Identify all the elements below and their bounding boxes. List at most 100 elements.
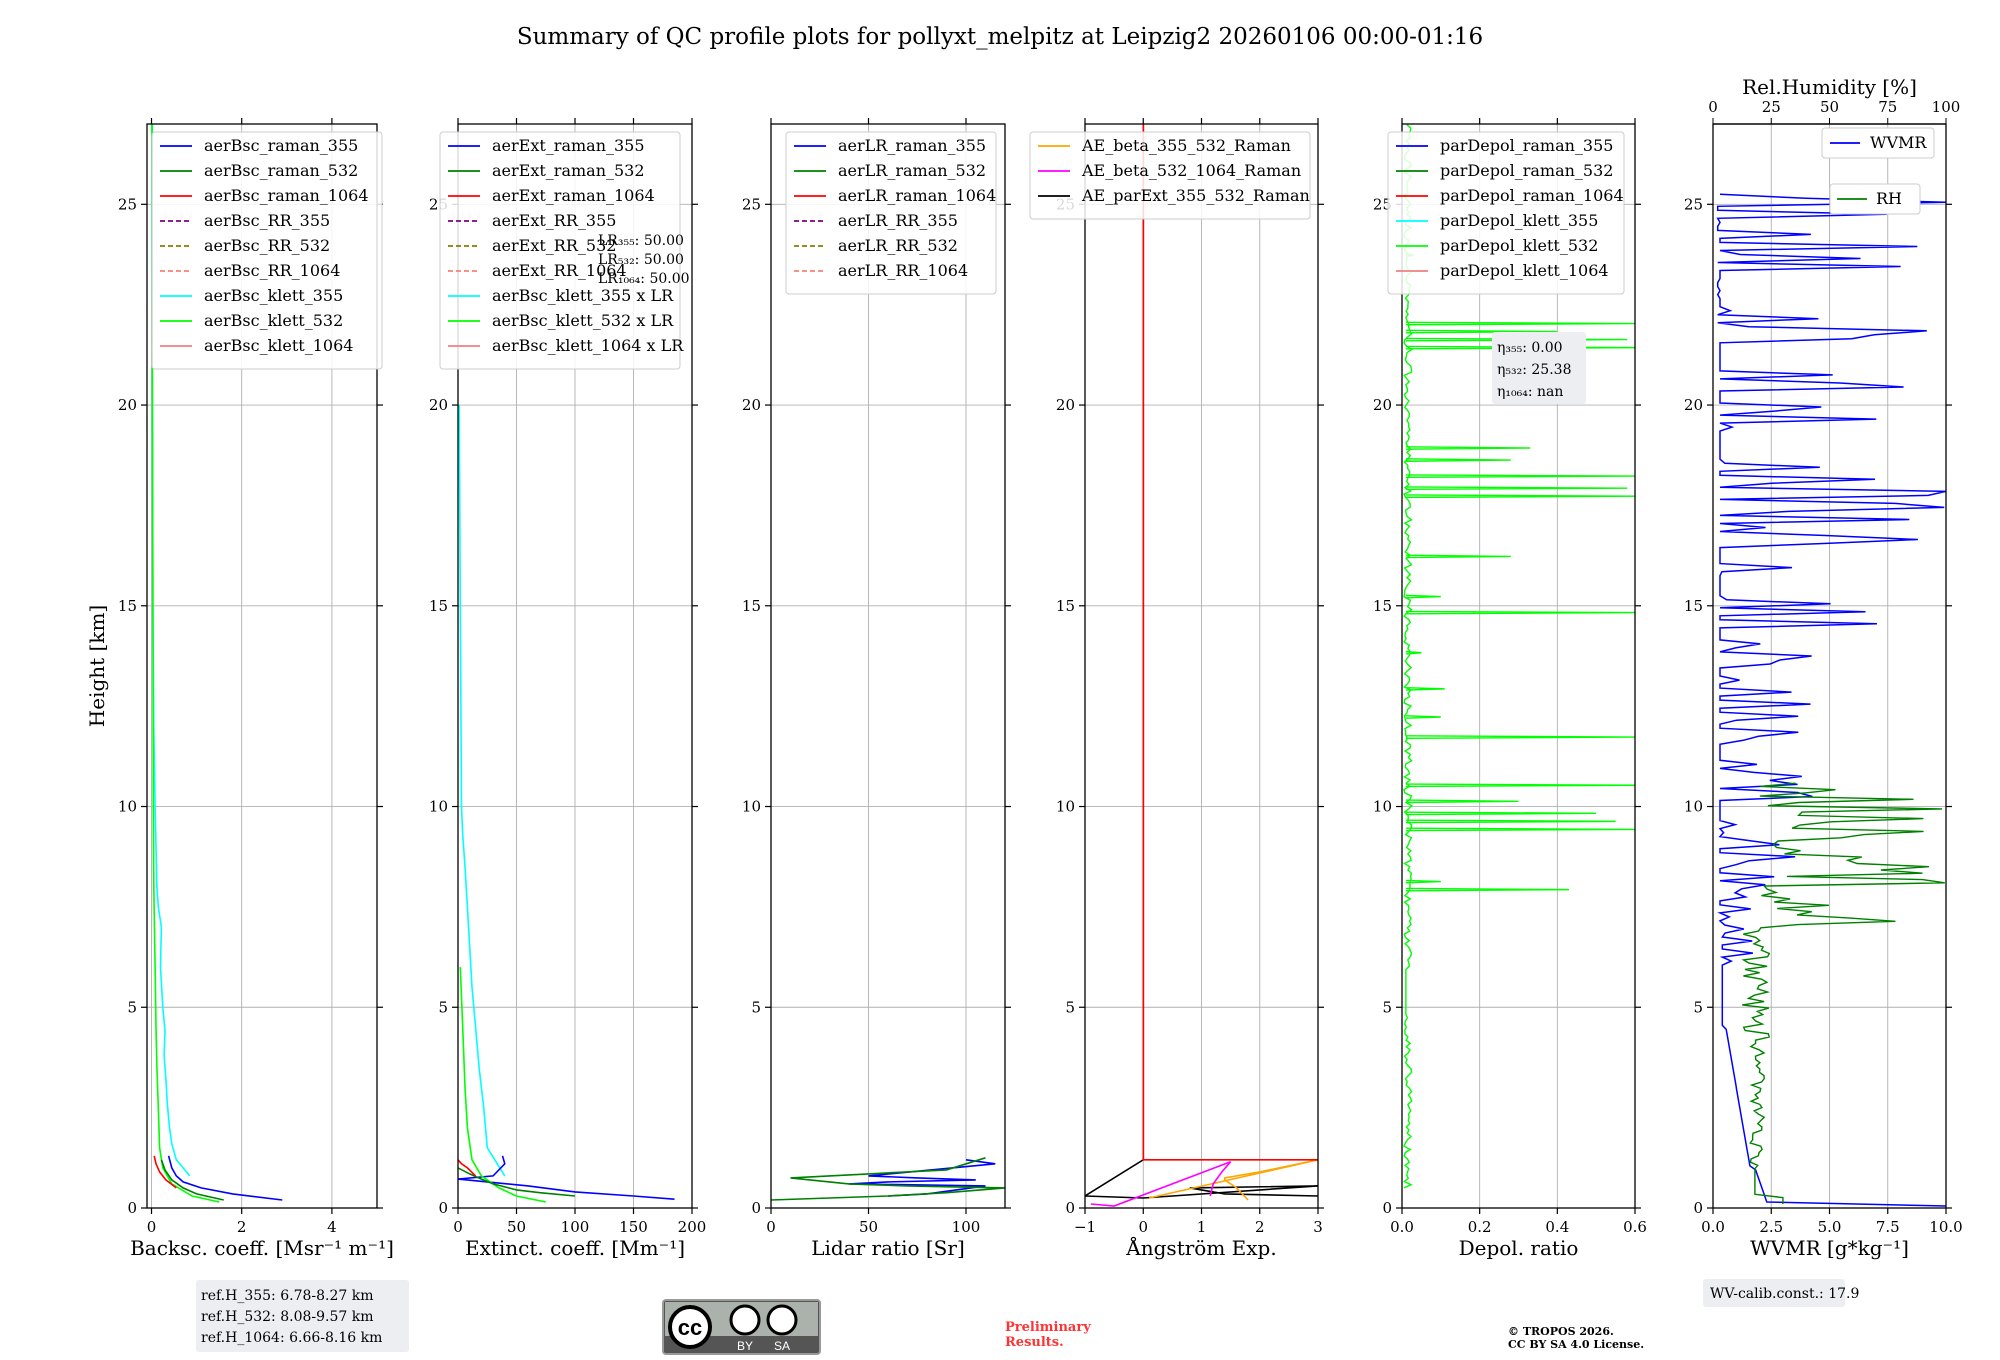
legend-box — [785, 131, 997, 295]
lr-text: LR₃₅₅: 50.00 — [598, 233, 684, 249]
depol-spike — [1405, 887, 1569, 892]
cc-logo-icon — [668, 1305, 712, 1349]
plot-area — [1403, 124, 1635, 1189]
series-aerBsc_raman_355 — [167, 1155, 283, 1201]
y-tick-label: 20 — [1056, 396, 1075, 414]
legend-label: aerExt_RR_1064 — [492, 261, 627, 280]
x-axis-label: Lidar ratio [Sr] — [811, 1236, 965, 1260]
y-tick-label: 15 — [1373, 597, 1392, 615]
series-AE_beta_355_532_Raman — [1148, 1159, 1318, 1201]
depol-spike — [1405, 486, 1628, 491]
panel-dep: 0 5 10 15 20 25 0.0 0.2 0.4 0.6 Depol. ratio parDep… — [1373, 118, 1647, 1260]
preliminary-line-2: Results. — [1005, 1335, 1064, 1350]
top-tick-label: 25 — [1762, 98, 1781, 116]
legend-label: aerExt_raman_355 — [492, 136, 645, 155]
x-tick-label: −1 — [1074, 1218, 1096, 1236]
x-tick-label: 10.0 — [1929, 1218, 1962, 1236]
legend-rh-label: RH — [1876, 189, 1902, 208]
x-tick-label: 5.0 — [1818, 1218, 1842, 1236]
legend-label: aerBsc_RR_355 — [204, 211, 330, 230]
x-tick-label: 4 — [327, 1218, 337, 1236]
depol-spike — [1405, 458, 1511, 462]
y-tick-label: 20 — [1373, 396, 1392, 414]
y-tick-label: 5 — [1382, 998, 1392, 1016]
y-tick-label: 25 — [118, 195, 137, 213]
axes-frame — [1401, 123, 1636, 1209]
legend-rh: RH — [1829, 183, 1921, 215]
series-AE_parExt_355_532_Raman — [1085, 124, 1318, 1199]
x-tick-label: 100 — [561, 1218, 590, 1236]
preliminary-line-1: Preliminary — [1005, 1320, 1091, 1335]
x-tick-label: 0.2 — [1468, 1218, 1492, 1236]
series-aerExt_raman_532 — [458, 1167, 576, 1197]
top-tick-label: 0 — [1708, 98, 1718, 116]
y-tick-label: 15 — [742, 597, 761, 615]
x-tick-label: 2.5 — [1759, 1218, 1783, 1236]
y-tick-label: 0 — [1693, 1199, 1703, 1217]
legend-label: aerBsc_klett_1064 x LR — [492, 336, 684, 355]
y-tick-label: 25 — [1373, 195, 1392, 213]
refh-text: ref.H_532: 8.08-9.57 km — [201, 1309, 374, 1325]
legend-label: parDepol_klett_355 — [1440, 211, 1598, 230]
depol-spike — [1405, 879, 1441, 884]
series-WVMR — [1716, 193, 1946, 1207]
x-tick-label: 0 — [1138, 1218, 1148, 1236]
x-axis-label: Depol. ratio — [1459, 1236, 1579, 1260]
lr-text: LR₁₀₆₄: 50.00 — [598, 271, 690, 287]
legend-label: parDepol_raman_532 — [1440, 161, 1613, 180]
y-tick-label: 0 — [127, 1199, 137, 1217]
y-tick-label: 5 — [1693, 998, 1703, 1016]
legend-label: aerBsc_raman_1064 — [204, 186, 369, 205]
y-tick-label: 10 — [1373, 798, 1392, 816]
legend-label: aerLR_raman_1064 — [838, 186, 996, 205]
legend-label: aerLR_RR_355 — [838, 211, 958, 230]
depol-spike — [1405, 735, 1635, 739]
x-tick-label: 1 — [1197, 1218, 1207, 1236]
x-axis-label: Backsc. coeff. [Msr⁻¹ m⁻¹] — [130, 1236, 394, 1260]
cc-by-label: BY — [737, 1339, 753, 1353]
top-tick-label: 50 — [1820, 98, 1839, 116]
legend-label: aerBsc_klett_355 — [204, 286, 343, 305]
eta-text: η₅₃₂: 25.38 — [1497, 362, 1571, 378]
series-AE_beta_532_1064_Raman — [1090, 1161, 1232, 1207]
x-tick-label: 0.0 — [1701, 1218, 1725, 1236]
legend-label: aerExt_raman_1064 — [492, 186, 655, 205]
y-tick-label: 0 — [751, 1199, 761, 1217]
legend: aerExt_raman_355 aerExt_raman_532 aerExt_r… — [439, 131, 684, 370]
lr-text: LR₅₃₂: 50.00 — [598, 252, 684, 268]
legend: AE_beta_355_532_Raman AE_beta_532_1064_Ra… — [1029, 131, 1311, 220]
y-tick-label: 15 — [429, 597, 448, 615]
y-tick-label: 5 — [1065, 998, 1075, 1016]
legend-label: AE_parExt_355_532_Raman — [1081, 186, 1310, 205]
series-aerBsc_raman_1064 — [153, 1155, 177, 1189]
legend-label: AE_beta_355_532_Raman — [1081, 136, 1291, 155]
x-tick-label: 0.0 — [1390, 1218, 1414, 1236]
depol-spike — [1405, 783, 1635, 788]
legend-label: aerBsc_klett_532 x LR — [492, 311, 674, 330]
figure-title: Summary of QC profile plots for pollyxt_… — [517, 24, 1483, 50]
y-axis-label: Height [km] — [85, 605, 109, 727]
legend-label: aerLR_raman_532 — [838, 161, 986, 180]
y-tick-label: 15 — [1684, 597, 1703, 615]
series-aerBsc_klett_532 — [151, 124, 220, 1203]
x-tick-label: 3 — [1313, 1218, 1323, 1236]
copyright-line-2: CC BY SA 4.0 License. — [1508, 1338, 1644, 1351]
y-tick-label: 10 — [118, 798, 137, 816]
depol-spike — [1405, 686, 1445, 691]
legend-label: aerLR_RR_1064 — [838, 261, 968, 280]
depol-spike — [1405, 827, 1635, 832]
refh-text: ref.H_355: 6.78-8.27 km — [201, 1288, 374, 1304]
y-tick-label: 10 — [1684, 798, 1703, 816]
depol-spike — [1405, 650, 1422, 655]
top-axis-label: Rel.Humidity [%] — [1742, 75, 1917, 99]
depol-spike — [1405, 329, 1558, 334]
refh-box — [196, 1280, 409, 1352]
cc-by-icon — [729, 1304, 761, 1336]
eta-text: η₁₀₆₄: nan — [1497, 384, 1563, 400]
eta-box — [1492, 332, 1586, 404]
x-axis-label: Ångström Exp. — [1125, 1235, 1276, 1260]
depol-spike — [1405, 819, 1616, 824]
x-tick-label: 2 — [1255, 1218, 1265, 1236]
